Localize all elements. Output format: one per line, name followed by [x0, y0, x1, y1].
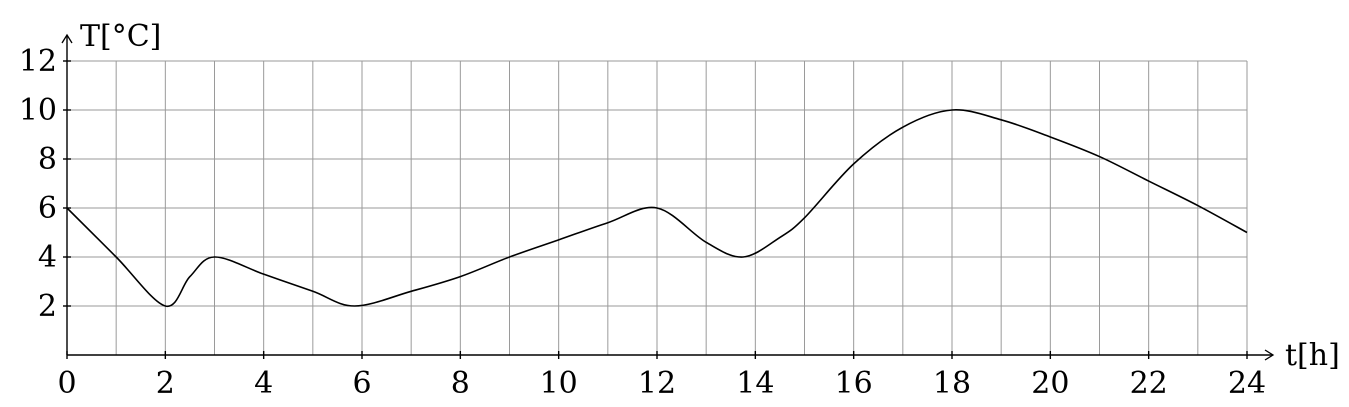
x-tick-label: 14 [736, 366, 774, 401]
y-tick-label: 2 [38, 289, 57, 324]
x-tick-label: 4 [254, 366, 273, 401]
x-tick-label: 24 [1228, 366, 1266, 401]
series-layer [66, 109, 1248, 307]
y-axis-label: T[°C] [80, 19, 161, 54]
x-tick-label: 8 [451, 366, 470, 401]
y-tick-label: 10 [19, 93, 57, 128]
x-axis-label: t[h] [1285, 338, 1340, 373]
x-tick-label: 6 [352, 366, 371, 401]
temperature-curve [66, 109, 1248, 307]
y-tick-label: 8 [38, 142, 57, 177]
axes [61, 33, 1275, 361]
x-tick-label: 0 [57, 366, 76, 401]
y-tick-label: 12 [19, 44, 57, 79]
y-tick-label: 4 [38, 240, 57, 275]
x-tick-label: 18 [933, 366, 971, 401]
y-tick-label: 6 [38, 191, 57, 226]
x-tick-label: 2 [156, 366, 175, 401]
x-tick-label: 22 [1130, 366, 1168, 401]
y-axis-arrow-icon [61, 33, 73, 44]
x-tick-label: 10 [540, 366, 578, 401]
x-tick-label: 20 [1031, 366, 1069, 401]
x-tick-label: 16 [835, 366, 873, 401]
x-axis-arrow-icon [1264, 349, 1275, 361]
x-tick-label: 12 [638, 366, 676, 401]
